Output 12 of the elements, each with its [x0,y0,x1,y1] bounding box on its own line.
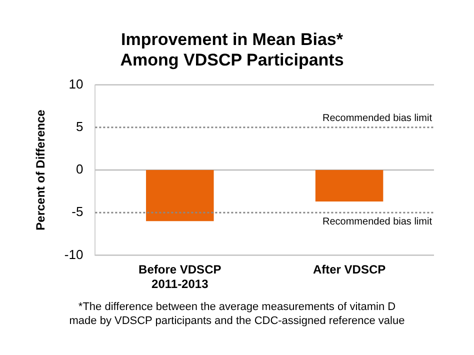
y-tick-label: 5 [76,118,84,134]
chart-title: Improvement in Mean Bias* Among VDSCP Participants [120,30,344,70]
text: *The difference between the average measurements of vitamin D made by VDSCP participants and the CDC-assigned reference value [68,300,406,328]
x-tick-label: After VDSCP [312,262,386,277]
y-axis-title: Percent of Difference [34,109,48,230]
y-tick-label: 0 [76,162,84,177]
x-tick-label: Before VDSCP 2011-2013 [138,262,222,292]
y-tick-label: -10 [64,246,84,262]
y-tick-label: 10 [68,76,84,92]
ref-line-label: Recommended bias limit [322,113,432,124]
ref-line-label: Recommended bias limit [322,216,432,228]
y-tick-label: -5 [72,204,84,220]
